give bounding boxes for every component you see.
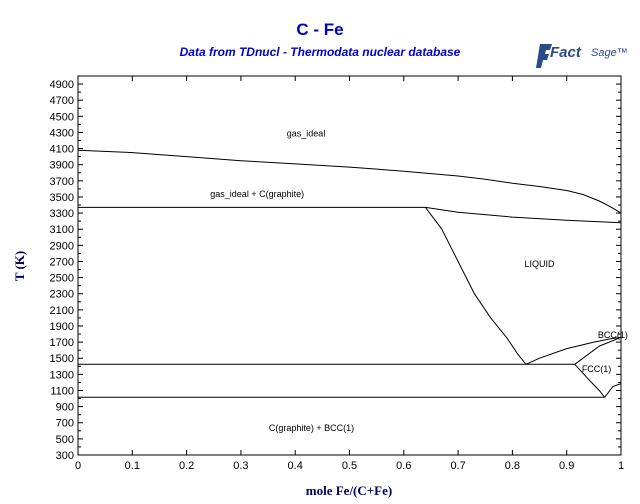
y-tick-label: 1300 [50, 369, 74, 381]
chart-title: C - Fe [296, 20, 344, 39]
phase-boundary-3 [425, 206, 622, 224]
x-tick-label: 0.2 [179, 460, 194, 472]
tick-group: 0 0.1 0.2 0.3 0.4 0.5 0.6 0.7 0.8 0.9 130050070090… [50, 76, 624, 472]
x-tick-label: 0.8 [505, 460, 520, 472]
x-tick-label: 0.1 [125, 460, 140, 472]
y-tick-label: 2100 [50, 305, 74, 317]
phase-boundary-5 [525, 336, 622, 365]
factsage-logo-icon [536, 44, 552, 68]
y-tick-label: 2900 [50, 240, 74, 252]
phase-label: FCC(1) [582, 364, 612, 374]
y-tick-label: 2500 [50, 273, 74, 285]
y-axis-label: T (K) [12, 251, 27, 281]
annotation-group: gas_ideal gas_ideal + C(graphite) LIQUID BC… [210, 128, 628, 432]
y-tick-label: 1500 [50, 353, 74, 365]
y-tick-label: 500 [56, 434, 74, 446]
phase-boundary-4 [425, 207, 527, 365]
phase-boundary-8 [574, 363, 606, 398]
y-tick-label: 1900 [50, 321, 74, 333]
y-tick-label: 3900 [50, 160, 74, 172]
phase-label: BCC(1) [598, 330, 628, 340]
logo-sage-text: Sage™ [591, 47, 628, 59]
y-tick-label: 900 [56, 402, 74, 414]
x-tick-label: 1 [618, 460, 624, 472]
phase-boundary-1 [77, 149, 622, 214]
y-tick-label: 4300 [50, 127, 74, 139]
x-axis-label: mole Fe/(C+Fe) [306, 483, 392, 498]
y-tick-label: 1100 [50, 385, 74, 397]
phase-boundary-7 [574, 336, 622, 365]
y-tick-label: 4100 [50, 144, 74, 156]
y-tick-label: 4700 [50, 95, 74, 107]
phase-label: gas_ideal + C(graphite) [210, 189, 304, 199]
phase-label: C(graphite) + BCC(1) [269, 423, 354, 433]
y-tick-label: 3700 [50, 176, 74, 188]
x-tick-label: 0.7 [450, 460, 465, 472]
y-tick-label: 3300 [50, 208, 74, 220]
x-tick-label: 0 [75, 460, 81, 472]
phase-label: gas_ideal [287, 128, 326, 138]
x-tick-label: 0.4 [288, 460, 303, 472]
x-tick-label: 0.6 [396, 460, 411, 472]
y-tick-label: 2300 [50, 289, 74, 301]
x-tick-label: 0.5 [342, 460, 357, 472]
y-tick-label: 3100 [50, 224, 74, 236]
phase-boundary-10 [604, 383, 622, 398]
y-tick-label: 700 [56, 418, 74, 430]
y-tick-label: 4500 [50, 111, 74, 123]
y-tick-label: 4900 [50, 79, 74, 91]
chart-subtitle: Data from TDnucl - Thermodata nuclear da… [179, 45, 461, 59]
x-tick-label: 0.9 [559, 460, 574, 472]
phase-label: LIQUID [525, 259, 556, 269]
y-tick-label: 3500 [50, 192, 74, 204]
x-tick-label: 0.3 [233, 460, 248, 472]
y-tick-label: 300 [56, 450, 74, 462]
series-group [77, 149, 622, 398]
y-tick-label: 2700 [50, 256, 74, 268]
y-tick-label: 1700 [50, 337, 74, 349]
logo-fact-text: Fact [550, 44, 581, 61]
